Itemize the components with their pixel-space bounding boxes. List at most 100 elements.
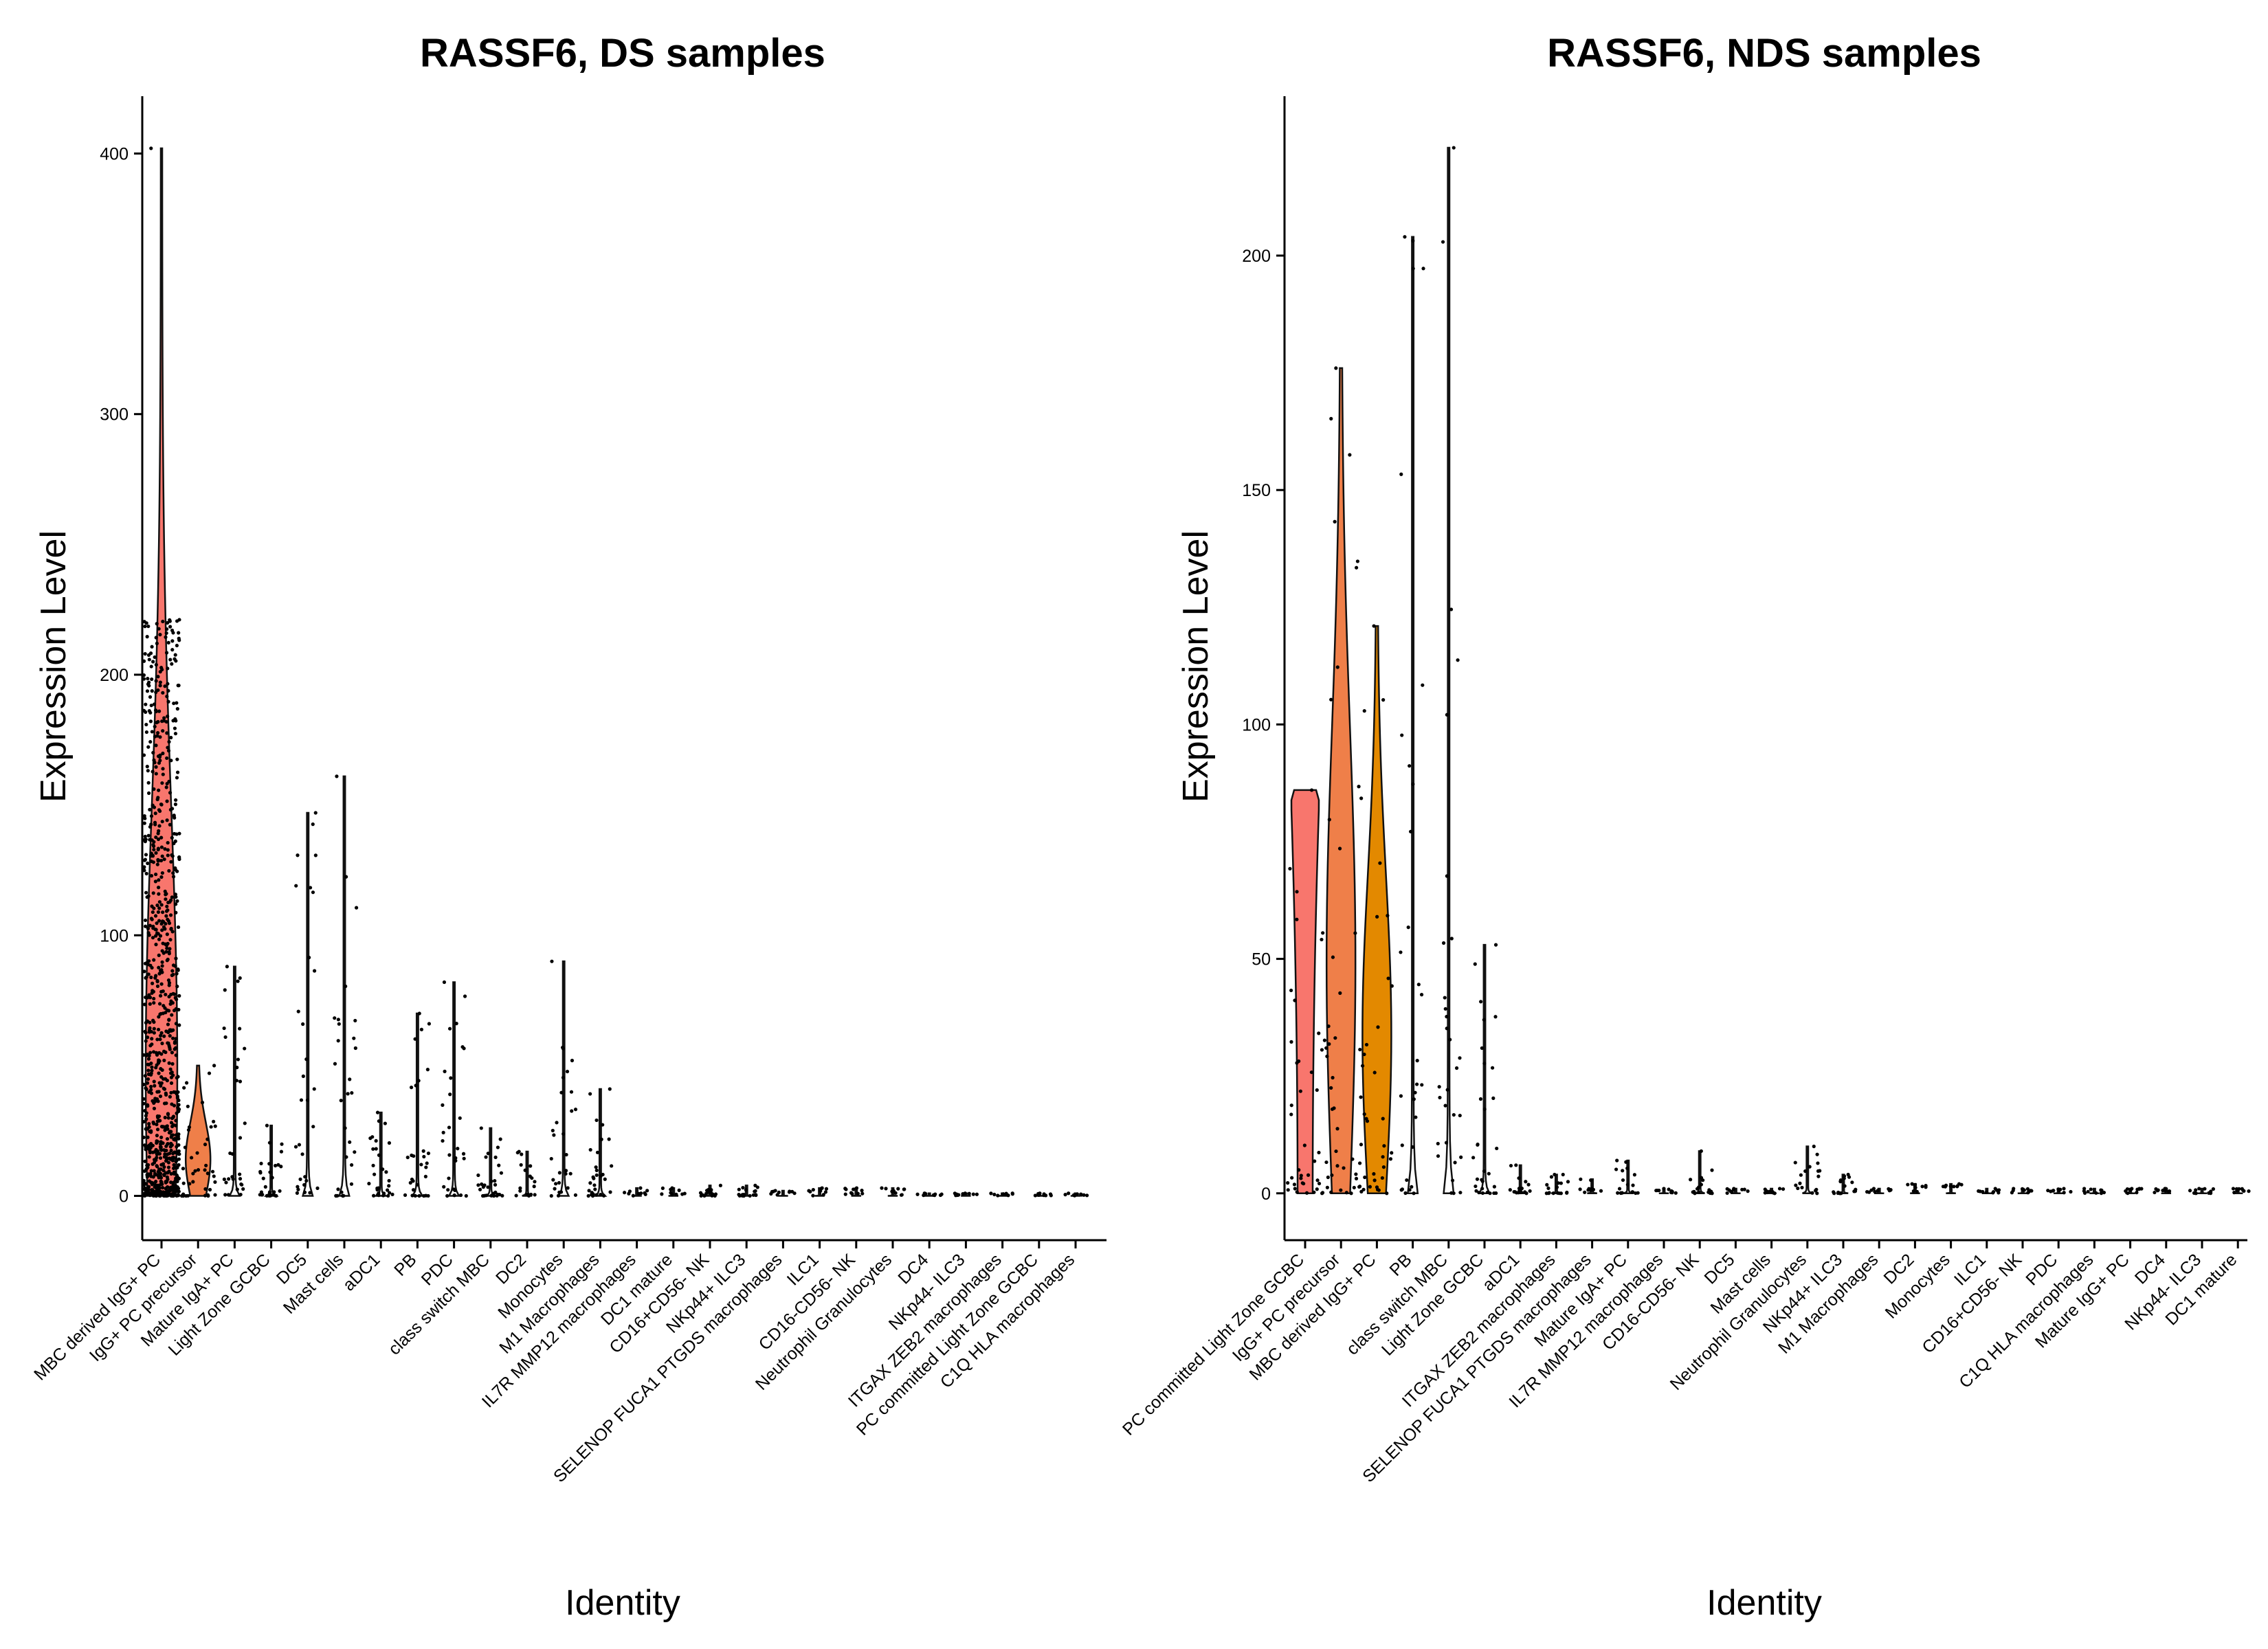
- ds-data-point: [173, 1184, 178, 1188]
- ds-data-point: [154, 743, 158, 748]
- ds-data-point: [155, 1165, 159, 1169]
- nds-violin: [1515, 1164, 1526, 1195]
- ds-data-point: [148, 1051, 153, 1055]
- nds-data-point: [1517, 1176, 1521, 1180]
- ds-data-point: [164, 897, 168, 901]
- ds-data-point: [708, 1188, 712, 1192]
- nds-data-point: [1887, 1187, 1891, 1191]
- ds-data-point: [497, 1163, 501, 1167]
- ds-data-point: [177, 636, 181, 640]
- nds-data-point: [1406, 926, 1410, 930]
- nds-data-point: [1655, 1188, 1659, 1193]
- ds-data-point: [808, 1189, 812, 1193]
- ds-data-point: [595, 1150, 600, 1154]
- ds-data-point: [311, 890, 315, 895]
- ds-data-point: [146, 1188, 150, 1193]
- ds-data-point: [173, 717, 177, 721]
- ds-data-point: [333, 1016, 337, 1020]
- ds-data-point: [161, 1141, 165, 1145]
- ds-data-point: [174, 902, 178, 906]
- nds-data-point: [1411, 782, 1415, 786]
- nds-data-point: [1295, 1190, 1299, 1194]
- ds-data-point: [238, 1172, 242, 1176]
- ds-data-point: [157, 878, 161, 882]
- nds-data-point: [1473, 962, 1477, 966]
- ds-data-point: [1067, 1191, 1071, 1196]
- ds-data-point: [421, 1149, 425, 1153]
- ds-data-point: [148, 1191, 153, 1196]
- nds-data-point: [1546, 1186, 1550, 1191]
- nds-data-point: [2194, 1188, 2198, 1192]
- ds-data-point: [409, 1086, 414, 1090]
- ds-data-point: [146, 1035, 150, 1040]
- nds-data-point: [1551, 1191, 1555, 1196]
- ds-data-point: [740, 1193, 744, 1197]
- nds-data-point: [1839, 1191, 1843, 1196]
- ds-data-point: [422, 1193, 426, 1198]
- ds-data-point: [523, 1168, 527, 1172]
- ds-data-point: [741, 1186, 745, 1190]
- ds-data-point: [415, 1182, 419, 1187]
- ds-data-point: [566, 1186, 570, 1190]
- ds-data-point: [377, 1191, 381, 1196]
- ds-data-point: [164, 1180, 168, 1184]
- nds-data-point: [1326, 1175, 1330, 1180]
- nds-data-point: [1488, 1191, 1492, 1196]
- nds-data-point: [1342, 1166, 1346, 1170]
- ds-y-tick-label: 300: [100, 405, 129, 425]
- ds-data-point: [161, 751, 165, 756]
- nds-violin: [1407, 236, 1419, 1195]
- ds-data-point: [182, 1086, 186, 1090]
- nds-data-point: [1480, 1179, 1485, 1183]
- ds-data-point: [1072, 1193, 1077, 1198]
- ds-data-point: [305, 1098, 310, 1102]
- nds-data-point: [1910, 1182, 1914, 1186]
- ds-data-point: [191, 1171, 195, 1176]
- ds-data-point: [533, 1193, 537, 1197]
- nds-category-label: PB: [1386, 1250, 1415, 1279]
- ds-data-point: [561, 1046, 566, 1051]
- ds-data-point: [175, 832, 179, 836]
- nds-data-point: [1808, 1165, 1812, 1169]
- nds-data-point: [1403, 235, 1407, 239]
- ds-data-point: [424, 1165, 428, 1169]
- ds-data-point: [156, 910, 161, 915]
- ds-data-point: [144, 1117, 148, 1121]
- ds-data-point: [660, 1192, 664, 1196]
- nds-data-point: [1359, 1095, 1363, 1099]
- ds-data-point: [146, 1077, 151, 1081]
- ds-data-point: [149, 664, 153, 669]
- ds-data-point: [152, 1031, 156, 1035]
- ds-data-point: [151, 750, 155, 755]
- nds-data-point: [1493, 943, 1498, 947]
- ds-data-point: [293, 1145, 298, 1149]
- ds-data-point: [520, 1152, 524, 1156]
- ds-data-point: [152, 1169, 156, 1173]
- ds-data-point: [146, 972, 151, 976]
- ds-data-point: [144, 1087, 148, 1092]
- nds-data-point: [1924, 1183, 1928, 1188]
- ds-data-point: [146, 931, 151, 935]
- ds-data-point: [422, 1154, 426, 1159]
- nds-data-point: [1591, 1187, 1596, 1192]
- nds-data-point: [1441, 240, 1445, 244]
- ds-data-point: [308, 886, 313, 890]
- ds-data-point: [313, 853, 318, 857]
- ds-data-point: [152, 844, 156, 849]
- nds-data-point: [1355, 565, 1359, 570]
- ds-data-point: [166, 682, 170, 686]
- ds-data-point: [1001, 1192, 1005, 1196]
- ds-data-point: [146, 1057, 151, 1061]
- nds-data-point: [1632, 1173, 1636, 1177]
- ds-data-point: [975, 1192, 979, 1196]
- nds-violin: [2197, 1187, 2208, 1195]
- nds-data-point: [1286, 1188, 1290, 1192]
- nds-data-point: [1549, 1175, 1554, 1179]
- nds-data-point: [1479, 1000, 1483, 1004]
- nds-data-point: [1364, 1117, 1368, 1121]
- ds-data-point: [159, 835, 164, 840]
- ds-data-point: [175, 985, 179, 989]
- ds-data-point: [154, 872, 158, 877]
- nds-data-point: [1674, 1191, 1678, 1195]
